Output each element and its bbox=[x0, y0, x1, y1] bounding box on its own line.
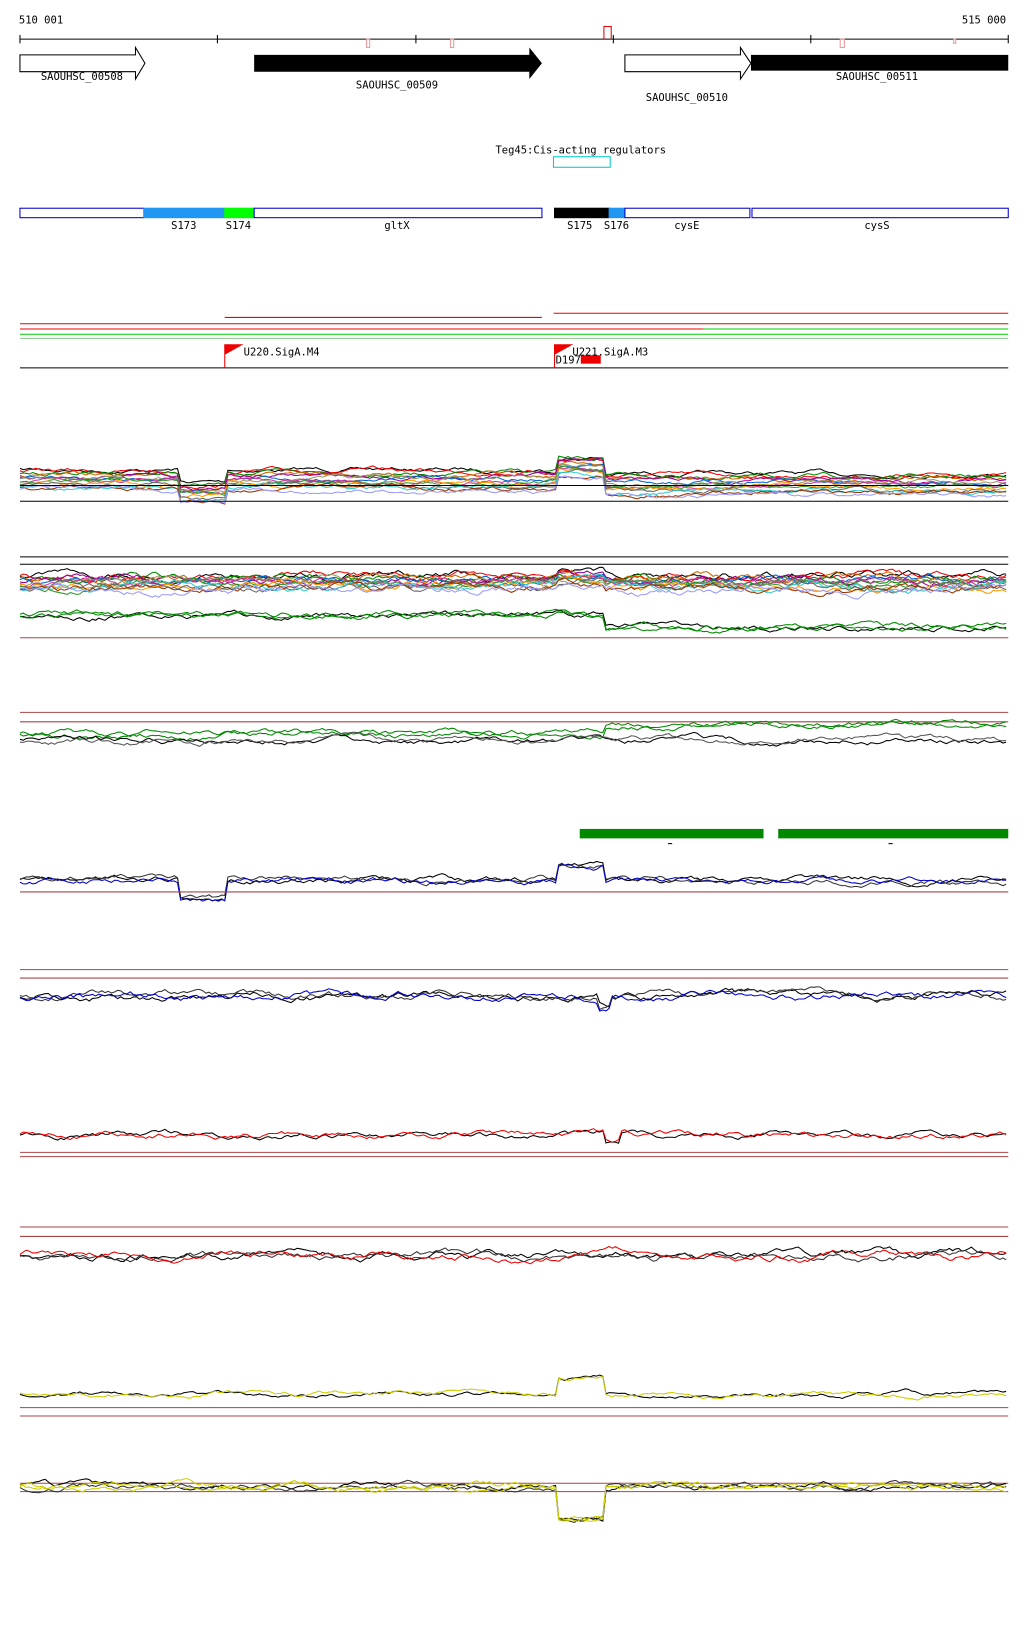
marker bbox=[603, 26, 612, 40]
signal-trace bbox=[19, 719, 1007, 740]
signal-trace bbox=[19, 465, 1007, 497]
signal-trace bbox=[19, 1480, 1007, 1523]
signal-trace bbox=[19, 731, 1007, 747]
tracks bbox=[19, 455, 1009, 1523]
gene-label: SAOUHSC_00510 bbox=[646, 92, 728, 104]
ruler bbox=[19, 34, 1009, 44]
signal-trace bbox=[19, 1128, 1007, 1143]
gene-arrow bbox=[254, 47, 542, 80]
segment-label: cysE bbox=[674, 220, 699, 232]
signal-trace bbox=[19, 475, 1007, 504]
green-bar bbox=[778, 828, 1009, 839]
signal-trace bbox=[19, 573, 1007, 595]
signal-trace bbox=[19, 986, 1007, 1011]
signal-trace bbox=[19, 609, 1007, 633]
gene-label: SAOUHSC_00511 bbox=[836, 71, 918, 83]
promoter-label: D197 bbox=[556, 355, 581, 367]
transcripts bbox=[19, 312, 1009, 369]
signal-trace bbox=[19, 609, 1007, 632]
gene-label: SAOUHSC_00508 bbox=[41, 71, 123, 83]
segment-label: S175 bbox=[567, 220, 592, 232]
signal-trace bbox=[19, 1376, 1007, 1401]
segment-label: cysS bbox=[864, 220, 889, 232]
signal-trace bbox=[19, 570, 1007, 590]
signal-trace bbox=[19, 575, 1007, 594]
segment-label: S173 bbox=[171, 220, 196, 232]
ruler-marks bbox=[366, 38, 957, 49]
signal-trace bbox=[19, 608, 1007, 634]
signal-trace bbox=[19, 1246, 1007, 1263]
signal-trace bbox=[19, 463, 1007, 495]
signal-trace bbox=[19, 1128, 1007, 1144]
signal-trace bbox=[19, 577, 1007, 598]
gene-arrow bbox=[624, 45, 752, 81]
green-bar bbox=[579, 828, 764, 839]
promoter-label: U221.SigA.M3 bbox=[572, 346, 648, 358]
signal-trace bbox=[19, 1374, 1007, 1400]
signal-trace bbox=[19, 731, 1007, 747]
promoters bbox=[224, 344, 601, 368]
segment-label: S176 bbox=[604, 220, 629, 232]
ruler-start: 510 001 bbox=[19, 14, 63, 26]
signal-trace bbox=[19, 574, 1007, 591]
ruler-end: 515 000 bbox=[962, 14, 1006, 26]
signal-trace bbox=[19, 1479, 1007, 1523]
regulator-label: Teg45:Cis-acting regulators bbox=[495, 145, 666, 157]
segment-label: S174 bbox=[226, 220, 251, 232]
signal-trace bbox=[19, 1247, 1007, 1263]
gene-label: SAOUHSC_00509 bbox=[356, 79, 438, 91]
gene-arrow bbox=[750, 54, 1009, 71]
signal-trace bbox=[19, 988, 1007, 1012]
signal-trace bbox=[19, 1478, 1007, 1520]
signal-trace bbox=[19, 864, 1007, 902]
regulator-box bbox=[552, 156, 611, 168]
promoter-label: U220.SigA.M4 bbox=[244, 346, 320, 358]
gene-arrow bbox=[19, 45, 146, 81]
segments bbox=[19, 207, 1009, 219]
signal-trace bbox=[19, 581, 1007, 600]
segment-label: gltX bbox=[384, 220, 410, 232]
signal-trace bbox=[19, 577, 1007, 596]
signal-trace bbox=[19, 1245, 1007, 1265]
